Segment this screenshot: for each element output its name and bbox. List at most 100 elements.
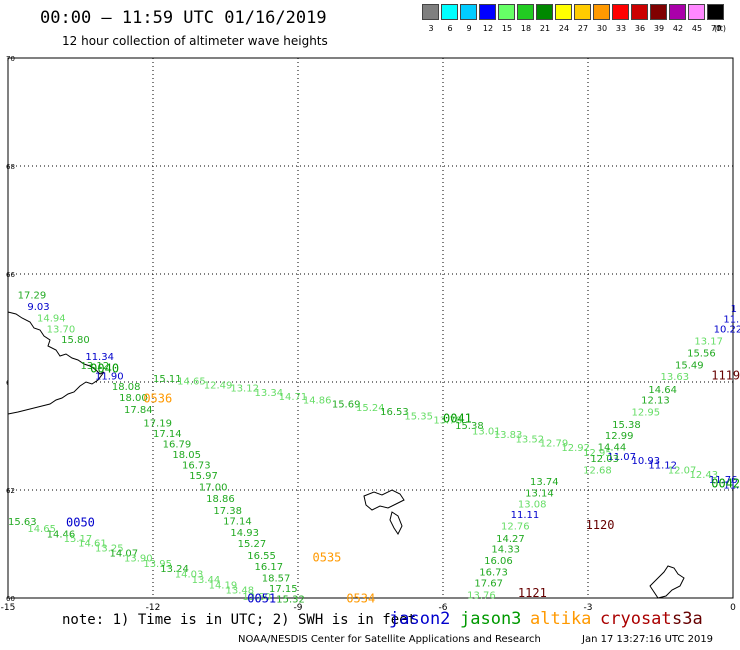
- swh-reading: 12.95: [583, 448, 612, 459]
- swh-reading: 14.27: [496, 534, 525, 545]
- faroe-islands-south: [389, 511, 403, 535]
- swh-reading: 13.25: [95, 544, 124, 555]
- legend-swatch-label: 42: [672, 24, 684, 33]
- legend-unit: (ft): [714, 24, 727, 33]
- legend-swatch-label: 15: [501, 24, 513, 33]
- swh-reading: 17.84: [124, 405, 153, 416]
- swh-reading: 12.43: [690, 470, 719, 481]
- swh-reading: 11.12: [648, 460, 677, 471]
- swh-reading: 13.78: [433, 416, 462, 427]
- legend-swatch: [593, 4, 610, 20]
- swh-reading: 18.00: [119, 393, 148, 404]
- lat-tick-label: 66: [6, 271, 15, 279]
- swh-reading: 11.34: [85, 352, 114, 363]
- legend-swatch: [574, 4, 591, 20]
- swh-reading: 10.93: [632, 456, 661, 467]
- swh-reading: 12.03: [590, 454, 619, 465]
- legend-swatch: [536, 4, 553, 20]
- legend-swatch: [517, 4, 534, 20]
- swh-reading: 18.08: [112, 382, 141, 393]
- swh-reading: 12.68: [583, 465, 612, 476]
- legend-swatch: [688, 4, 705, 20]
- legend-swatch-label: 30: [596, 24, 608, 33]
- swh-reading: 18.57: [262, 573, 291, 584]
- swh-reading: 15.32: [276, 594, 305, 605]
- swh-reading: 14.64: [648, 385, 677, 396]
- swh-reading: 14.07: [110, 548, 139, 559]
- lon-tick-label: -3: [584, 603, 593, 613]
- swh-reading: 12.76: [501, 521, 530, 532]
- swh-reading: 14.86: [303, 396, 332, 407]
- legend-swatch-label: 12: [482, 24, 494, 33]
- swh-reading: 12.49: [204, 380, 233, 391]
- swh-reading: 15.38: [455, 421, 484, 432]
- swh-reading: 16.06: [484, 556, 513, 567]
- swh-reading: 14.65: [27, 524, 56, 535]
- swh-reading: 13.52: [516, 434, 545, 445]
- swh-reading: 15.38: [612, 420, 641, 431]
- swh-reading: 13.01: [472, 426, 501, 437]
- swh-reading: 13.44: [192, 575, 221, 586]
- swh-reading: 14.19: [209, 580, 238, 591]
- swh-reading: 17.29: [18, 290, 47, 301]
- swh-reading: 11.76: [709, 475, 738, 486]
- swh-reading: 17.14: [153, 429, 182, 440]
- map-subtitle: 12 hour collection of altimeter wave hei…: [62, 34, 328, 48]
- legend-swatch: [631, 4, 648, 20]
- legend-swatch: [555, 4, 572, 20]
- lon-tick-label: -15: [1, 603, 16, 613]
- legend-swatch: [441, 4, 458, 20]
- swh-reading: 1: [731, 304, 737, 315]
- swh-reading: 16.79: [163, 439, 192, 450]
- swh-reading: 13.95: [143, 559, 172, 570]
- swh-reading: 15.27: [238, 539, 267, 550]
- lon-tick-label: -9: [294, 603, 303, 613]
- swh-reading: 13.90: [124, 553, 153, 564]
- swh-reading: 15.63: [8, 517, 37, 528]
- lat-tick-label: 62: [6, 487, 15, 495]
- swh-reading: 11.90: [95, 371, 124, 382]
- swh-reading: 12.13: [641, 396, 670, 407]
- swh-reading: 14.44: [598, 443, 627, 454]
- swh-reading: 12.95: [632, 407, 661, 418]
- swh-reading: 13.76: [467, 591, 496, 602]
- satellite-label: altika: [530, 609, 592, 629]
- footer-org: NOAA/NESDIS Center for Satellite Applica…: [238, 634, 541, 645]
- swh-reading: 11.11: [511, 510, 540, 521]
- legend-swatch: [612, 4, 629, 20]
- legend-swatch-label: 3: [428, 24, 434, 33]
- swh-reading: 15.97: [189, 471, 218, 482]
- satellite-label: cryosat: [600, 609, 672, 629]
- map-frame: [7, 57, 734, 599]
- swh-reading: 13.74: [530, 477, 559, 488]
- legend-swatch-label: 9: [466, 24, 472, 33]
- swh-reading: 16.17: [255, 562, 284, 573]
- swh-reading: 15.24: [356, 403, 385, 414]
- swh-reading: 15.17: [64, 534, 93, 545]
- legend-swatch-label: 39: [653, 24, 665, 33]
- legend-swatch-label: 24: [558, 24, 570, 33]
- map-title: 00:00 – 11:59 UTC 01/16/2019: [40, 8, 327, 28]
- swh-reading: 12.79: [540, 438, 569, 449]
- swh-reading: 17.14: [223, 517, 252, 528]
- legend-swatch-label: 33: [615, 24, 627, 33]
- swh-reading: 16.53: [380, 407, 409, 418]
- swh-reading: 12.07: [668, 465, 697, 476]
- swh-reading: 15.80: [61, 335, 90, 346]
- swh-reading: 14.65: [177, 377, 206, 388]
- swh-reading: 17.15: [269, 584, 298, 595]
- swh-reading: 14.94: [37, 314, 66, 325]
- pass-time-label: 1121: [518, 586, 547, 600]
- swh-reading: 17.19: [143, 418, 172, 429]
- pass-time-label: 0535: [313, 550, 342, 564]
- swh-reading: 13.14: [525, 488, 554, 499]
- swh-reading: 16.73: [479, 567, 508, 578]
- swh-reading: 13.12: [81, 361, 110, 372]
- swh-reading: 15.69: [332, 399, 361, 410]
- swh-reading: 17.00: [199, 483, 228, 494]
- swh-reading: 14.03: [175, 569, 204, 580]
- swh-reading: 17.38: [213, 506, 242, 517]
- lon-tick-label: -12: [146, 603, 161, 613]
- legend-swatch-label: 70: [710, 24, 722, 33]
